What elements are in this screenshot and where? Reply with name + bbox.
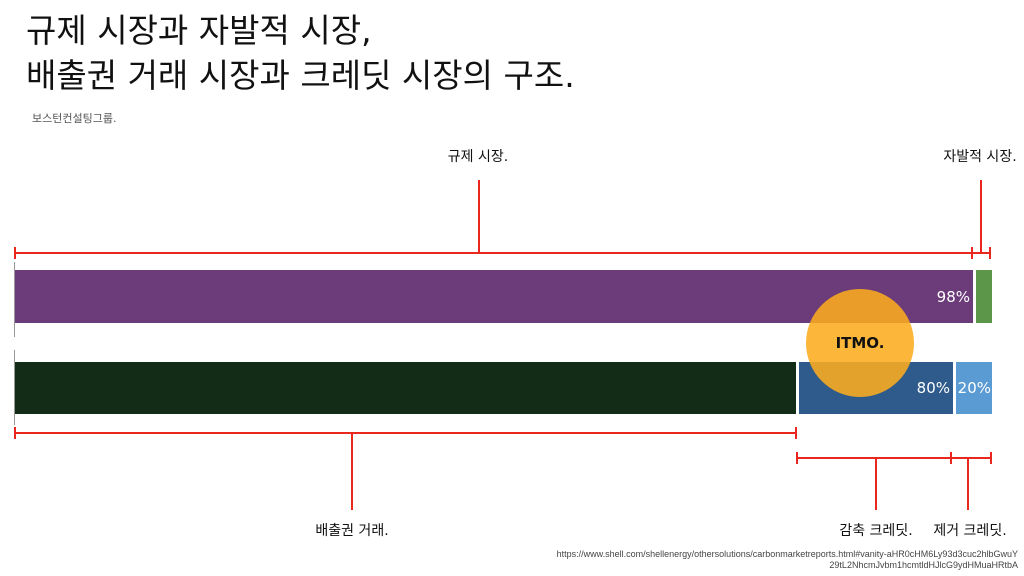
title-line-2: 배출권 거래 시장과 크레딧 시장의 구조. xyxy=(26,56,575,95)
label-voluntary-market: 자발적 시장. xyxy=(943,149,1017,165)
label-emissions-trading: 배출권 거래. xyxy=(315,523,389,539)
itmo-label: ITMO. xyxy=(835,334,885,352)
slide-title: 규제 시장과 자발적 시장, 배출권 거래 시장과 크레딧 시장의 구조. xyxy=(26,8,575,98)
bracket-voluntary xyxy=(972,180,991,259)
title-line-1: 규제 시장과 자발적 시장, xyxy=(26,11,372,50)
pct-removal: 20% xyxy=(957,379,991,397)
bracket-reduction xyxy=(796,452,952,510)
bar-voluntary-market xyxy=(976,270,992,323)
pct-regulated: 98% xyxy=(936,287,970,306)
bar-removal-credit: 20% xyxy=(956,362,992,414)
label-regulated-market: 규제 시장. xyxy=(447,149,509,165)
bracket-removal xyxy=(951,452,992,510)
itmo-overlay-circle: ITMO. xyxy=(806,289,914,397)
axis-line xyxy=(14,350,15,425)
axis-line xyxy=(14,262,15,337)
label-removal-credit: 제거 크레딧. xyxy=(933,523,1007,539)
source-org: 보스턴컨설팅그룹. xyxy=(32,112,117,125)
bracket-regulated xyxy=(14,180,973,259)
bracket-emissions-trading xyxy=(14,427,797,510)
label-reduction-credit: 감축 크레딧. xyxy=(839,523,913,539)
bar-emissions-trading xyxy=(15,362,796,414)
source-url[interactable]: https://www.shell.com/shellenergy/others… xyxy=(556,549,1018,570)
pct-reduction: 80% xyxy=(916,379,950,397)
